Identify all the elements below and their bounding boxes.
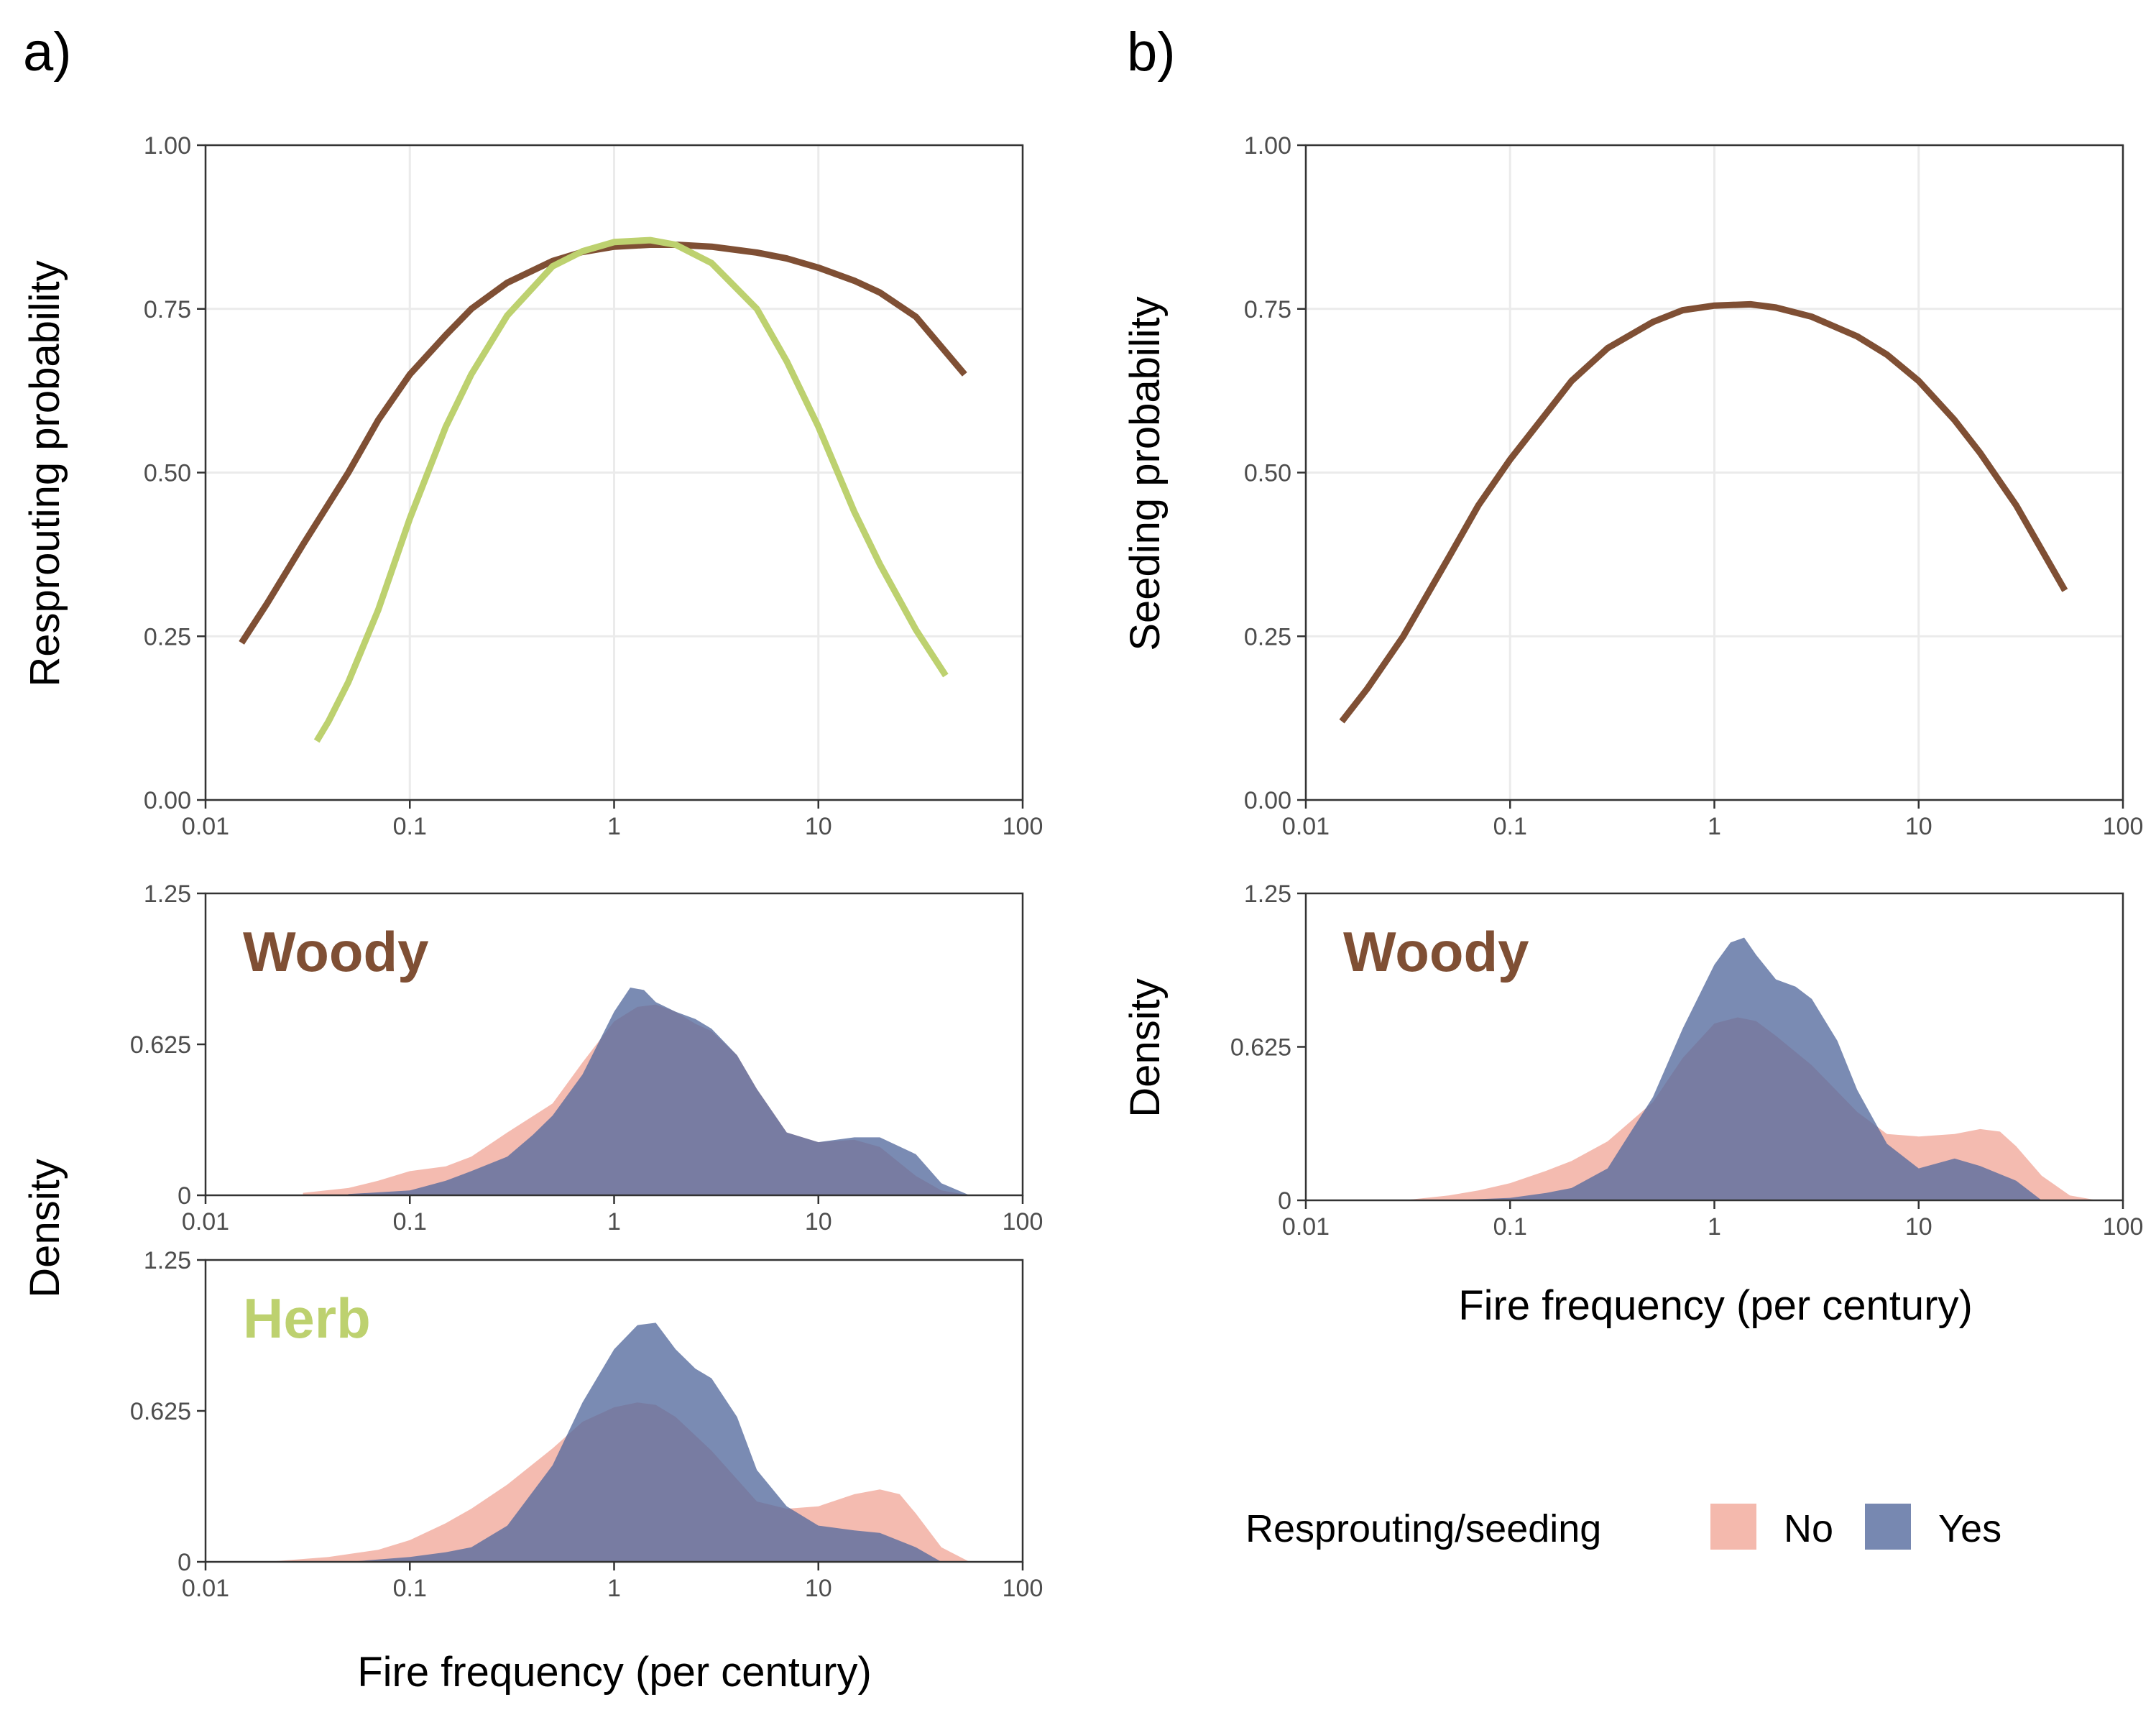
- panel-letter-b: b): [1127, 22, 1176, 83]
- legend: Resprouting/seeding No Yes: [1245, 1504, 2001, 1550]
- x-tick-label: 0.1: [393, 1208, 427, 1236]
- y-tick-label: 1.25: [144, 880, 191, 908]
- resprouting-y-axis-title: Resprouting probability: [22, 260, 68, 686]
- y-tick-label: 0.25: [144, 623, 191, 650]
- y-tick-label: 0: [178, 1182, 191, 1210]
- herb-probability-line: [313, 236, 949, 743]
- y-tick-label: 0.75: [144, 296, 191, 323]
- x-tick-label: 0.1: [1493, 1213, 1527, 1241]
- x-tick-label: 0.1: [1493, 813, 1527, 840]
- resprouting-probability-panel: 0.01 0.1 1 10 100 0.00 0.25 0.50 0.75 1.00: [144, 132, 1044, 840]
- x-tick-label: 0.1: [393, 1575, 427, 1602]
- x-tick-label: 1: [1708, 813, 1721, 840]
- x-tick-label: 100: [1003, 813, 1044, 840]
- x-tick-label: 10: [805, 1575, 832, 1602]
- density-y-axis-title-left: Density: [22, 1159, 68, 1297]
- x-tick-label: 100: [1003, 1208, 1044, 1236]
- woody-resprouting-density-panel: Woody 0.01 0.1 1 10 100 0 0.625 1.25: [130, 880, 1043, 1236]
- x-tick-label: 10: [1905, 813, 1932, 840]
- x-tick-label: 1: [607, 813, 621, 840]
- x-tick-label: 0.01: [1282, 813, 1330, 840]
- legend-title: Resprouting/seeding: [1245, 1507, 1601, 1550]
- x-tick-label: 0.01: [1282, 1213, 1330, 1241]
- x-tick-label: 0.01: [182, 1575, 229, 1602]
- y-tick-label: 0.00: [144, 787, 191, 814]
- herb-resprouting-density-panel: Herb 0.01 0.1 1 10 100 0 0.625 1.25: [130, 1247, 1043, 1602]
- y-tick-label: 1.00: [1244, 132, 1291, 160]
- y-tick-label: 0: [1278, 1187, 1291, 1215]
- y-tick-label: 1.25: [1244, 880, 1291, 908]
- y-tick-label: 0.75: [1244, 296, 1291, 323]
- density-area-yes: [1448, 937, 2042, 1200]
- x-axis-title-left: Fire frequency (per century): [357, 1649, 872, 1696]
- density-y-axis-title-right: Density: [1122, 978, 1169, 1117]
- y-tick-label: 0.625: [130, 1398, 191, 1425]
- x-tick-label: 100: [1003, 1575, 1044, 1602]
- group-label-woody: Woody: [243, 920, 429, 983]
- x-tick-label: 1: [1708, 1213, 1721, 1241]
- x-tick-label: 1: [607, 1575, 621, 1602]
- y-tick-label: 0.625: [130, 1031, 191, 1059]
- group-label-herb: Herb: [243, 1287, 371, 1350]
- woody-probability-line: [1339, 300, 2068, 724]
- density-area-yes: [348, 1322, 941, 1562]
- y-tick-label: 0: [178, 1549, 191, 1576]
- x-tick-label: 10: [805, 1208, 832, 1236]
- y-tick-label: 0.50: [144, 460, 191, 487]
- x-tick-label: 100: [2103, 1213, 2144, 1241]
- x-tick-label: 1: [607, 1208, 621, 1236]
- x-tick-label: 100: [2103, 813, 2144, 840]
- x-tick-label: 0.01: [182, 813, 229, 840]
- y-tick-label: 0.625: [1230, 1034, 1291, 1062]
- seeding-probability-panel: 0.01 0.1 1 10 100 0.00 0.25 0.50 0.75 1.00: [1244, 132, 2144, 840]
- x-axis-title-right: Fire frequency (per century): [1458, 1282, 1973, 1329]
- legend-label-yes: Yes: [1938, 1507, 2001, 1550]
- y-tick-label: 0.50: [1244, 460, 1291, 487]
- panel-letter-a: a): [23, 22, 72, 83]
- woody-probability-line: [239, 242, 967, 645]
- y-tick-label: 1.25: [144, 1247, 191, 1274]
- y-tick-label: 0.00: [1244, 787, 1291, 814]
- seeding-y-axis-title: Seeding probability: [1122, 296, 1169, 650]
- x-tick-label: 10: [1905, 1213, 1932, 1241]
- x-tick-label: 0.01: [182, 1208, 229, 1236]
- legend-swatch-no: [1710, 1504, 1756, 1550]
- y-tick-label: 1.00: [144, 132, 191, 160]
- x-tick-label: 0.1: [393, 813, 427, 840]
- y-tick-label: 0.25: [1244, 623, 1291, 650]
- density-area-yes: [348, 988, 970, 1195]
- group-label-woody: Woody: [1343, 920, 1529, 983]
- woody-seeding-density-panel: Woody 0.01 0.1 1 10 100 0 0.625 1.25: [1230, 880, 2143, 1241]
- legend-swatch-yes: [1865, 1504, 1911, 1550]
- x-tick-label: 10: [805, 813, 832, 840]
- legend-label-no: No: [1784, 1507, 1833, 1550]
